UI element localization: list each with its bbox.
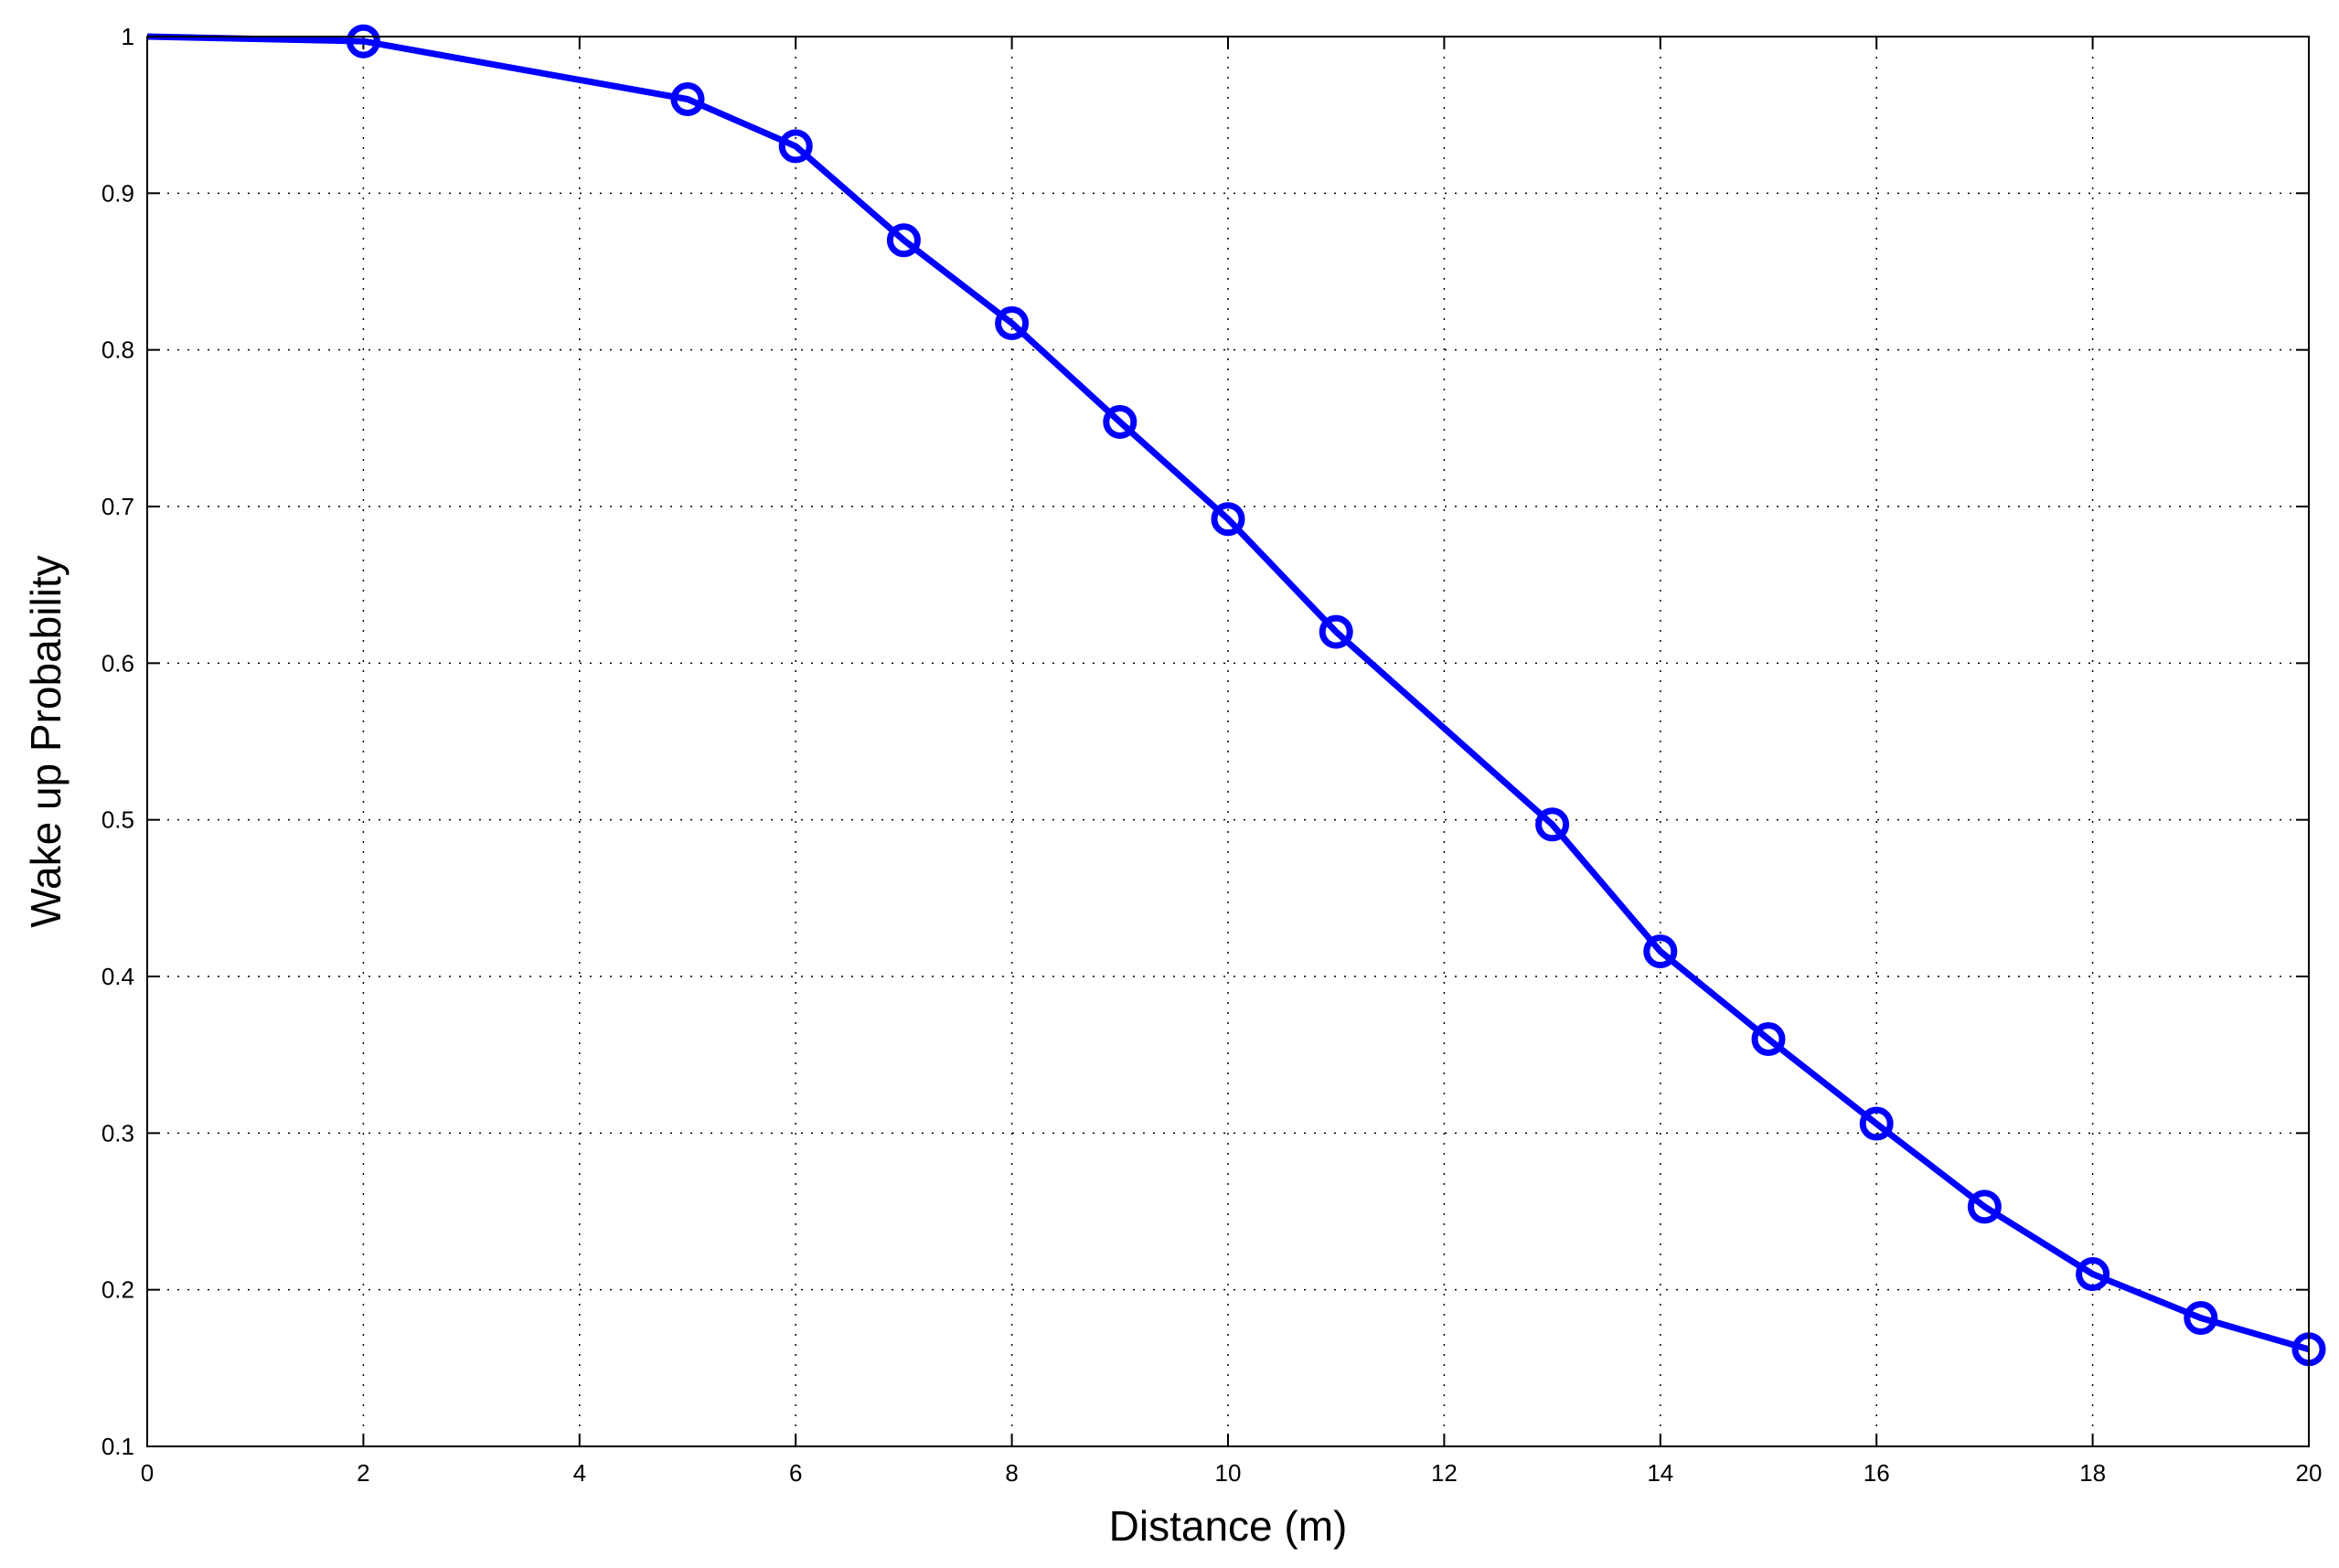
data-point xyxy=(670,82,705,117)
data-point xyxy=(346,24,380,59)
y-tick-label: 0.1 xyxy=(101,1433,134,1460)
data-point xyxy=(995,306,1030,341)
data-point xyxy=(1103,404,1137,439)
y-tick-label: 0.2 xyxy=(101,1276,134,1304)
y-tick-label: 0.5 xyxy=(101,806,134,834)
data-point xyxy=(1859,1106,1894,1141)
tick-labels: 0 2 4 6 8 10 12 14 16 18 20 0.1 0.2 0.3 0.4 0.5 0.6 0.7 0.… xyxy=(101,23,2323,1487)
data-point xyxy=(2076,1257,2110,1292)
y-axis-label: Wake up Probability xyxy=(22,555,69,927)
y-tick-label: 0.3 xyxy=(101,1119,134,1147)
data-point xyxy=(778,129,813,164)
x-tick-label: 10 xyxy=(1215,1459,1242,1487)
x-tick-label: 16 xyxy=(1864,1459,1890,1487)
x-tick-label: 14 xyxy=(1647,1459,1673,1487)
y-tick-label: 0.9 xyxy=(101,179,134,207)
plot-frame xyxy=(146,36,2310,1447)
x-tick-label: 8 xyxy=(1005,1459,1018,1487)
x-tick-label: 20 xyxy=(2296,1459,2323,1487)
data-point xyxy=(2184,1301,2218,1336)
series-line xyxy=(146,33,2310,1353)
x-tick-label: 12 xyxy=(1431,1459,1458,1487)
grid-lines xyxy=(147,37,2309,1446)
x-tick-label: 6 xyxy=(789,1459,802,1487)
x-tick-label: 0 xyxy=(141,1459,154,1487)
data-point xyxy=(886,223,921,258)
x-axis-label: Distance (m) xyxy=(1109,1502,1348,1550)
data-point xyxy=(1751,1022,1786,1057)
y-tick-label: 0.8 xyxy=(101,336,134,364)
y-tick-label: 0.7 xyxy=(101,493,134,520)
data-point xyxy=(1319,614,1353,649)
data-point xyxy=(1967,1189,2002,1224)
x-tick-label: 2 xyxy=(357,1459,369,1487)
data-point xyxy=(1535,807,1570,842)
y-tick-label: 1 xyxy=(122,23,134,50)
y-tick-label: 0.4 xyxy=(101,963,134,990)
y-tick-label: 0.6 xyxy=(101,649,134,677)
x-tick-label: 18 xyxy=(2079,1459,2106,1487)
data-point xyxy=(1211,502,1245,537)
x-tick-label: 4 xyxy=(573,1459,586,1487)
data-point xyxy=(1643,934,1678,969)
